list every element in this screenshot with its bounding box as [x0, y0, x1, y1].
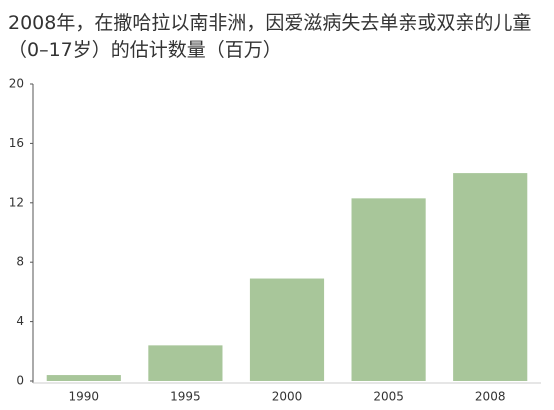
y-tick-label: 8: [16, 255, 24, 269]
bar: [351, 198, 426, 381]
y-tick-label: 4: [16, 314, 24, 328]
y-tick-label: 20: [9, 77, 24, 91]
bar: [453, 173, 528, 381]
x-tick-label: 2008: [475, 390, 506, 404]
bar: [249, 278, 325, 381]
x-tick-label: 2005: [373, 390, 404, 404]
chart-title: 2008年，在撒哈拉以南非洲，因爱滋病失去单亲或双亲的儿童（0–17岁）的估计数…: [8, 12, 532, 61]
bar: [46, 375, 121, 381]
y-tick-label: 16: [9, 136, 24, 150]
x-tick-label: 1995: [170, 390, 201, 404]
x-tick-label: 1990: [69, 390, 100, 404]
y-tick-label: 12: [9, 195, 24, 209]
y-tick-label: 0: [16, 374, 24, 388]
x-tick-label: 2000: [272, 390, 303, 404]
bar: [148, 345, 223, 381]
